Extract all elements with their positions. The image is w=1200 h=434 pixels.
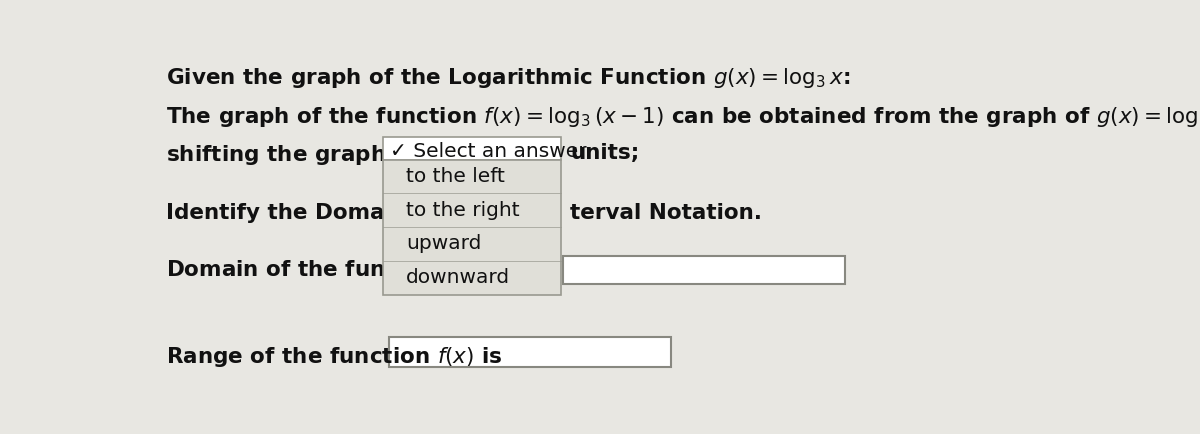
FancyBboxPatch shape — [383, 161, 560, 295]
Text: Identify the Domain and R: Identify the Domain and R — [166, 203, 482, 223]
Text: upward: upward — [406, 234, 481, 253]
Text: to the left: to the left — [406, 167, 505, 185]
Text: shifting the graph of $g(x)$: shifting the graph of $g(x)$ — [166, 143, 467, 167]
Text: ✓ Select an answer: ✓ Select an answer — [390, 141, 587, 160]
Text: terval Notation.: terval Notation. — [570, 203, 762, 223]
Text: Domain of the function $f$: Domain of the function $f$ — [166, 260, 464, 279]
FancyBboxPatch shape — [383, 137, 560, 161]
FancyBboxPatch shape — [563, 256, 845, 284]
Text: The graph of the function $f(x) = \log_3(x - 1)$ can be obtained from the graph : The graph of the function $f(x) = \log_3… — [166, 104, 1200, 128]
Text: Range of the function $f(x)$ is: Range of the function $f(x)$ is — [166, 344, 503, 368]
Text: downward: downward — [406, 267, 510, 286]
FancyBboxPatch shape — [389, 337, 671, 367]
Text: Given the graph of the Logarithmic Function $g(x) = \log_3 x$:: Given the graph of the Logarithmic Funct… — [166, 66, 850, 90]
Text: to the right: to the right — [406, 200, 520, 219]
Text: units;: units; — [570, 143, 640, 163]
